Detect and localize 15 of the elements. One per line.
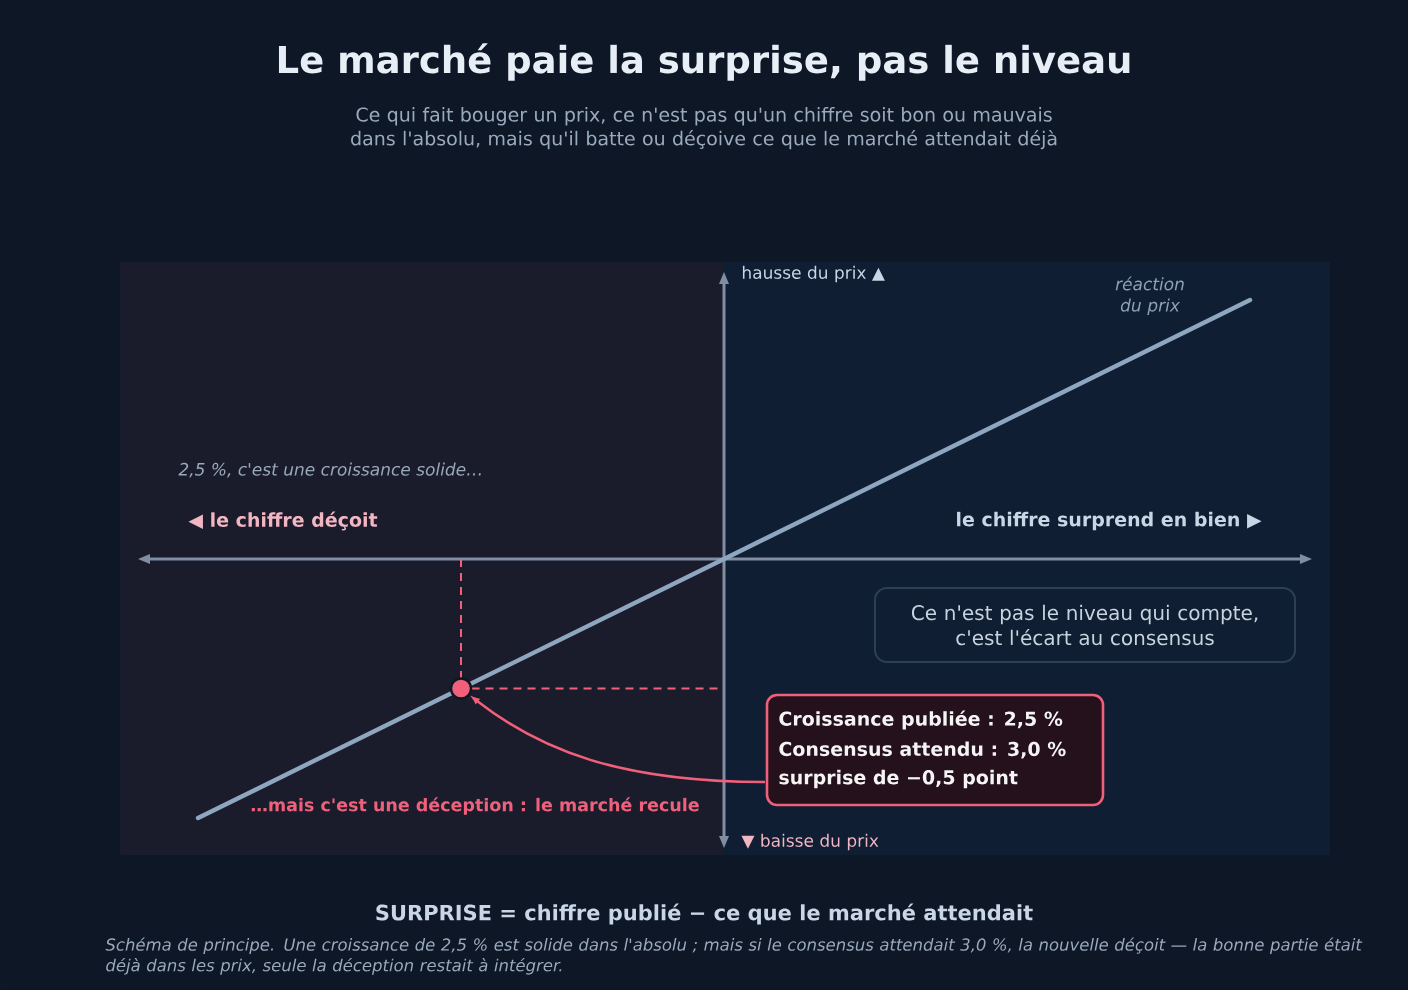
annotation: ◀ le chiffre déçoit [188, 511, 378, 531]
chart-title: Le marché paie la surprise, pas le niveau [278, 43, 1130, 81]
annotation: Croissance publiée : 2,5 % [779, 710, 1063, 730]
text: hausse du prix ▲ [742, 265, 885, 283]
annotation: Consensus attendu : 3,0 % [779, 741, 1066, 759]
annotation: surprise de −0,5 point [779, 769, 1018, 789]
annotation: 2,5 %, c'est une croissance solide… [178, 462, 481, 478]
text: ▼ baisse du prix [741, 833, 879, 851]
annotation: le chiffre surprend en bien ▶ [957, 511, 1262, 531]
annotation: Ce n'est pas le niveau qui compte, c'est l'écart au consensus [911, 604, 1258, 646]
text: Schéma de principe. Une croissance de 2,5 % est solide dans l'absolu ; mais si le consensus attendait 3,0 %, la nouvelle déçoit — la bonne partie était déjà dans les prix, seule la déception restait à intégrer. [105, 937, 1363, 975]
series-label: réaction du prix [1115, 276, 1184, 315]
annotation: …mais c'est une déception : le marché recule [251, 797, 699, 815]
chart-subtitle: Ce qui fait bouger un prix, ce n'est pas qu'un chiffre soit bon ou mauvais dans l'absolu, mais qu'il batte ou déçoive ce que le marché attendait déjà [351, 107, 1057, 150]
text: SURPRISE = chiffre publié − ce que le marché attendait [376, 903, 1033, 925]
